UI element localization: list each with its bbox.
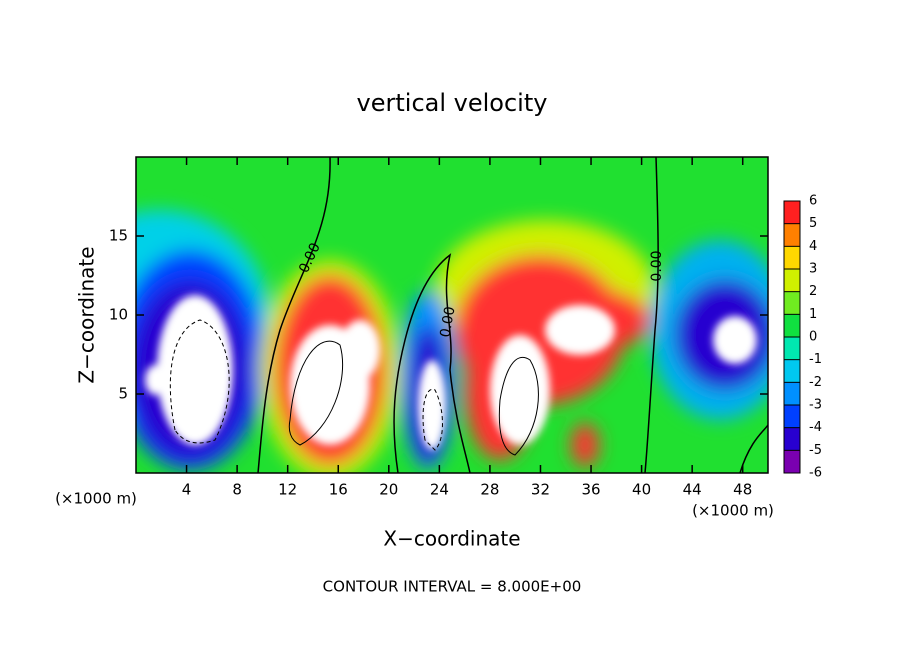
x-tick-label: 28 bbox=[480, 481, 499, 499]
colorbar-bin bbox=[784, 291, 800, 315]
x-tick-label: 32 bbox=[531, 481, 550, 499]
x-tick-label: 44 bbox=[683, 481, 702, 499]
x-tick-label: 40 bbox=[632, 481, 651, 499]
colorbar-label: -3 bbox=[809, 398, 822, 413]
colorbar-bin bbox=[784, 269, 800, 292]
chart-title: vertical velocity bbox=[357, 89, 548, 117]
x-unit: (×1000 m) bbox=[692, 502, 774, 520]
field: 0.00 0.00 0.00 bbox=[136, 157, 768, 473]
colorbar-label: 3 bbox=[809, 262, 817, 277]
colorbar-label: 0 bbox=[809, 330, 817, 345]
x-unit: (×1000 m) bbox=[55, 490, 137, 508]
x-tick-label: 36 bbox=[581, 481, 600, 499]
colorbar-label: 5 bbox=[809, 216, 817, 231]
x-tick-label: 20 bbox=[379, 481, 398, 499]
y-tick-label: 5 bbox=[118, 385, 128, 403]
colorbar-bin bbox=[784, 405, 800, 428]
colorbar-bin bbox=[784, 337, 800, 360]
colorbar-bin bbox=[784, 246, 800, 269]
colorbar-bin bbox=[784, 450, 800, 473]
x-tick-label: 8 bbox=[232, 481, 242, 499]
colorbar-label: -2 bbox=[809, 375, 822, 390]
colorbar-bin bbox=[784, 382, 800, 405]
contour-label: 0.00 bbox=[649, 250, 665, 281]
colorbar-label: 2 bbox=[809, 284, 817, 299]
y-tick-label: 15 bbox=[109, 227, 128, 245]
colorbar-label: -4 bbox=[809, 420, 822, 435]
x-tick-label: 12 bbox=[278, 481, 297, 499]
colorbar-bin bbox=[784, 223, 800, 247]
x-tick-label: 16 bbox=[329, 481, 348, 499]
colorbar-label: -6 bbox=[809, 466, 822, 481]
colorbar-label: 6 bbox=[809, 194, 817, 209]
footer: CONTOUR INTERVAL = 8.000E+00 bbox=[323, 578, 582, 596]
x-axis-label: X−coordinate bbox=[383, 527, 520, 551]
colorbar-bin bbox=[784, 427, 800, 451]
colorbar-label: 1 bbox=[809, 307, 817, 322]
y-tick-label: 10 bbox=[109, 306, 128, 324]
colorbar-label: 4 bbox=[809, 239, 817, 254]
colorbar-label: -5 bbox=[809, 443, 822, 458]
colorbar-bin bbox=[784, 201, 800, 224]
colorbar-label: -1 bbox=[809, 352, 822, 367]
x-tick-label: 4 bbox=[182, 481, 192, 499]
colorbar-bin bbox=[784, 314, 800, 337]
x-tick-label: 48 bbox=[733, 481, 752, 499]
y-axis-label: Z−coordinate bbox=[75, 246, 99, 383]
colorbar-bin bbox=[784, 359, 800, 383]
x-tick-label: 24 bbox=[430, 481, 449, 499]
contour-label: 0.00 bbox=[437, 305, 458, 338]
